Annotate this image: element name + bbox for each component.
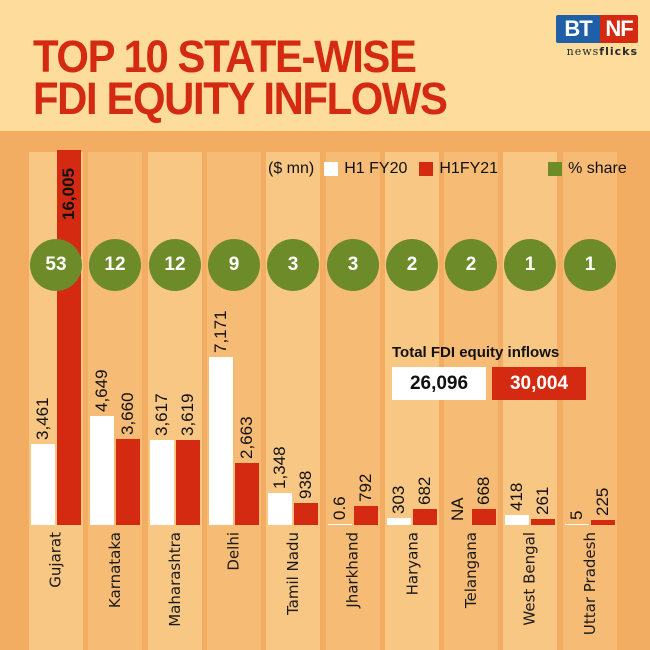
logo-nf: NF: [600, 15, 638, 43]
share-circle: 12: [149, 239, 201, 291]
share-circle: 2: [445, 239, 497, 291]
value-label-h1fy21: 3,660: [118, 392, 137, 436]
legend-swatch-green: [548, 162, 563, 176]
legend-item-h1fy20: H1 FY20: [324, 160, 407, 178]
state-label: Telangana: [462, 532, 481, 609]
bar-h1fy21: [294, 503, 318, 525]
legend-item-share: % share: [548, 160, 627, 178]
share-circle: 12: [89, 239, 141, 291]
bar-h1fy20: [268, 493, 292, 525]
state-column: [148, 152, 202, 650]
value-label-h1fy20: 0.6: [330, 495, 349, 520]
state-label: West Bengal: [520, 532, 539, 626]
total-fdi-panel: Total FDI equity inflows 26,096 30,004: [389, 344, 586, 400]
state-column: [266, 152, 320, 650]
value-label-h1fy21: 16,005: [59, 168, 78, 220]
state-column: [563, 152, 617, 650]
legend-swatch-red: [419, 162, 434, 176]
title-line-2: FDI EQUITY INFLOWS: [33, 73, 448, 124]
bar-h1fy20: [150, 440, 174, 525]
state-label: Uttar Pradesh: [581, 532, 600, 636]
value-label-h1fy21: 2,663: [237, 416, 256, 459]
state-column: [88, 152, 142, 650]
bar-h1fy21: [591, 519, 615, 525]
total-h1fy21: 30,004: [492, 367, 586, 400]
state-column: [326, 152, 380, 650]
bar-h1fy21: [57, 150, 81, 525]
state-label: Maharashtra: [165, 532, 184, 627]
logo-tagline: newsflicks: [556, 45, 638, 58]
value-label-h1fy21: 938: [296, 470, 315, 500]
bar-h1fy21: [176, 440, 200, 525]
value-label-h1fy21: 261: [533, 486, 552, 515]
title-line-1: TOP 10 STATE-WISE: [33, 31, 417, 82]
state-label: Tamil Nadu: [284, 532, 303, 616]
bar-h1fy21: [235, 462, 259, 525]
total-h1fy20: 26,096: [392, 367, 486, 400]
state-label: Delhi: [224, 532, 243, 571]
value-label-h1fy20: 418: [507, 482, 526, 512]
share-circle: 3: [267, 239, 319, 291]
page-title: TOP 10 STATE-WISE FDI EQUITY INFLOWS: [33, 31, 448, 124]
logo-tagline-regular: news: [566, 45, 600, 58]
legend: ($ mn) H1 FY20 H1FY21 % share: [268, 158, 639, 180]
share-circle: 53: [30, 239, 82, 291]
total-label: Total FDI equity inflows: [392, 344, 560, 361]
share-circle: 1: [564, 239, 616, 291]
bar-h1fy20: [387, 517, 411, 525]
share-circle: 2: [386, 239, 438, 291]
bar-h1fy20: [90, 416, 114, 525]
bar-h1fy21: [472, 509, 496, 525]
value-label-h1fy20: 1,348: [270, 446, 289, 490]
legend-item-h1fy21: H1FY21: [419, 160, 498, 178]
value-label-h1fy20: 5: [567, 510, 586, 520]
value-label-h1fy20: 3,461: [33, 397, 52, 440]
value-label-h1fy20: 7,171: [211, 310, 230, 353]
state-label: Jharkhand: [343, 532, 362, 608]
bar-h1fy20: [209, 356, 233, 525]
legend-label-h1fy21: H1FY21: [439, 160, 499, 177]
logo-bt: BT: [556, 15, 600, 43]
value-label-h1fy20: 4,649: [92, 369, 111, 413]
bar-h1fy20: [565, 523, 589, 525]
value-label-h1fy21: 3,619: [178, 393, 197, 437]
share-circle: 9: [208, 239, 260, 291]
bt-newsflicks-logo: BT NF newsflicks: [556, 15, 638, 58]
value-label-h1fy21: 792: [356, 474, 375, 503]
share-circle: 3: [327, 239, 379, 291]
legend-swatch-white: [324, 162, 339, 176]
logo-tagline-bold: flicks: [599, 45, 638, 58]
bar-h1fy21: [116, 439, 140, 525]
state-column: [444, 152, 498, 650]
value-label-h1fy21: 668: [474, 476, 493, 506]
bar-h1fy20: [328, 523, 352, 525]
bar-h1fy20: [31, 443, 55, 525]
state-column: [385, 152, 439, 650]
legend-unit: ($ mn): [268, 160, 315, 177]
value-label-h1fy20: 3,617: [152, 393, 171, 437]
value-label-h1fy20: 303: [389, 485, 408, 514]
bar-h1fy20: [505, 515, 529, 525]
legend-label-share: % share: [568, 160, 627, 177]
header: TOP 10 STATE-WISE FDI EQUITY INFLOWS BT …: [0, 0, 650, 131]
value-label-h1fy20: NA: [448, 497, 467, 521]
state-column: [503, 152, 557, 650]
bar-h1fy21: [354, 506, 378, 525]
state-label: Gujarat: [46, 532, 65, 588]
value-label-h1fy21: 682: [415, 476, 434, 506]
bar-h1fy21: [413, 509, 437, 525]
legend-label-h1fy20: H1 FY20: [344, 160, 408, 177]
bar-h1fy21: [531, 518, 555, 525]
state-label: Karnataka: [106, 532, 125, 609]
state-label: Haryana: [403, 532, 422, 596]
share-circle: 1: [504, 239, 556, 291]
value-label-h1fy21: 225: [593, 487, 612, 516]
